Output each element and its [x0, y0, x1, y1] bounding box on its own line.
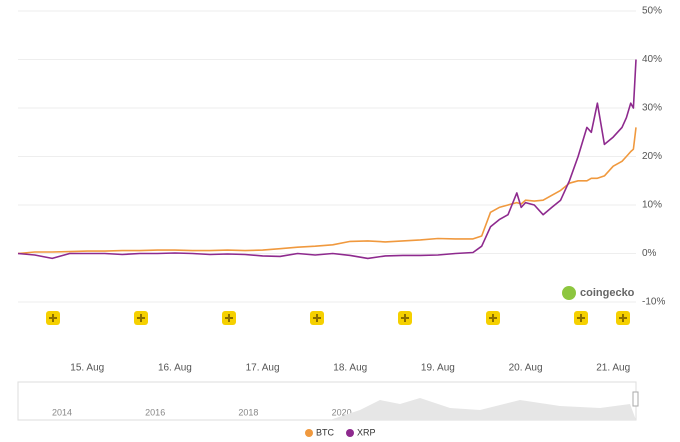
y-tick-label: 10% [642, 200, 662, 211]
y-tick-label: 40% [642, 54, 662, 65]
x-tick-label: 19. Aug [421, 363, 455, 374]
y-tick-label: 50% [642, 6, 662, 17]
y-tick-label: 20% [642, 151, 662, 162]
x-tick-label: 21. Aug [596, 363, 630, 374]
x-tick-label: 15. Aug [70, 363, 104, 374]
y-tick-label: 0% [642, 248, 657, 259]
x-tick-label: 16. Aug [158, 363, 192, 374]
navigator-area [330, 398, 636, 420]
y-tick-label: -10% [642, 297, 665, 308]
legend-label[interactable]: BTC [316, 427, 335, 437]
x-tick-label: 18. Aug [333, 363, 367, 374]
navigator-handle[interactable] [632, 391, 639, 407]
y-tick-label: 30% [642, 103, 662, 114]
watermark-logo [562, 286, 576, 300]
series-line [17, 59, 637, 260]
navigator-label: 2016 [145, 407, 165, 417]
legend-swatch [305, 429, 313, 437]
x-tick-label: 17. Aug [246, 363, 280, 374]
navigator-label: 2020 [332, 407, 352, 417]
legend-swatch [346, 429, 354, 437]
navigator-label: 2014 [52, 407, 72, 417]
x-tick-label: 20. Aug [509, 363, 543, 374]
plot: -10% 0% 10% 20% 30% 40% 50% 15. Aug 16. Aug 17. A… [17, 6, 665, 417]
event-markers [46, 311, 630, 325]
legend-label[interactable]: XRP [357, 427, 376, 437]
navigator-label: 2018 [238, 407, 258, 417]
series-line [17, 127, 637, 255]
watermark: coingecko [580, 287, 635, 299]
